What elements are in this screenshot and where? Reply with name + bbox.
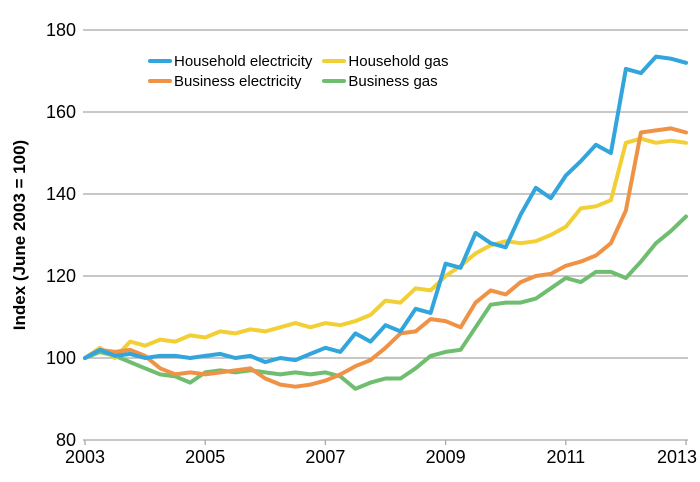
- legend-item-business-electricity: Business electricity: [148, 73, 312, 90]
- y-tick-label-80: 80: [56, 430, 76, 450]
- x-tick-label-2005: 2005: [185, 447, 225, 467]
- series-line-business-electricity: [83, 126, 688, 389]
- legend-item-household-gas: Household gas: [322, 53, 448, 70]
- y-tick-label-100: 100: [46, 348, 76, 368]
- legend-label: Household gas: [348, 52, 449, 70]
- x-tick-label-2003: 2003: [65, 447, 105, 467]
- household-gas-swatch-icon: [322, 58, 347, 64]
- y-tick-label-180: 180: [46, 20, 76, 40]
- y-tick-label-160: 160: [46, 102, 76, 122]
- legend-label: Business electricity: [174, 72, 302, 90]
- business-gas-swatch-icon: [322, 78, 347, 84]
- legend-label: Household electricity: [174, 52, 313, 70]
- x-tick-label-2011: 2011: [546, 447, 585, 467]
- series-line-household-electricity: [83, 54, 688, 365]
- legend-item-household-electricity: Household electricity: [148, 53, 312, 70]
- household-electricity-swatch-icon: [148, 58, 172, 64]
- series-line-household-gas: [83, 136, 688, 360]
- y-tick-label-140: 140: [46, 184, 76, 204]
- axes-layer: 80 100 120 140 160 180 2003 2005 2007 2009 2011 201…: [46, 20, 697, 467]
- legend-label: Business gas: [348, 72, 438, 90]
- x-tick-label-2013: 2013: [657, 447, 697, 467]
- series-line-business-gas: [83, 214, 688, 391]
- y-axis-title: Index (June 2003 = 100): [10, 140, 29, 330]
- business-electricity-swatch-icon: [148, 78, 172, 84]
- y-tick-label-120: 120: [46, 266, 76, 286]
- x-tick-label-2009: 2009: [426, 447, 466, 467]
- legend: Household electricity Business electricit…: [148, 51, 448, 91]
- legend-item-business-gas: Business gas: [322, 73, 448, 90]
- x-tick-label-2007: 2007: [305, 447, 345, 467]
- series-layer: [83, 54, 688, 391]
